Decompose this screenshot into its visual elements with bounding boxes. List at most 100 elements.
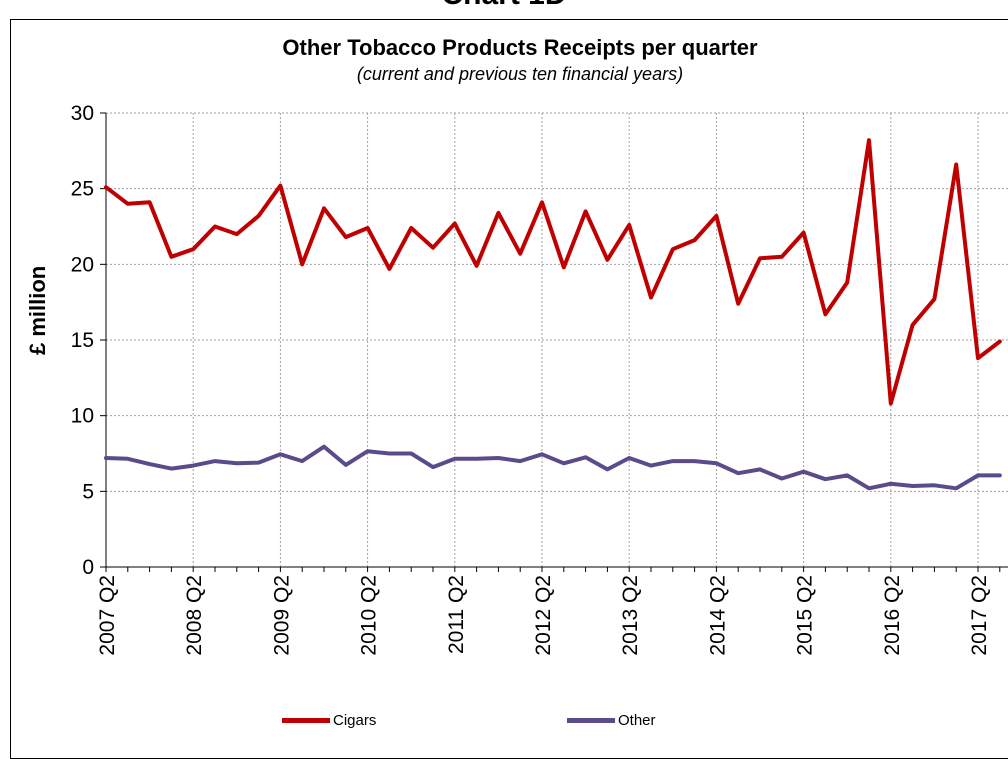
data-point-cigars bbox=[366, 226, 370, 230]
data-point-other bbox=[104, 456, 108, 460]
data-point-cigars bbox=[409, 226, 413, 230]
data-point-cigars bbox=[431, 246, 435, 250]
chart-subtitle: (current and previous ten financial year… bbox=[356, 64, 684, 84]
data-point-cigars bbox=[693, 238, 697, 242]
data-point-other bbox=[409, 452, 413, 455]
x-tick-label: 2017 Q2 bbox=[968, 575, 991, 656]
y-tick-label: 5 bbox=[82, 480, 94, 503]
y-tick-label: 0 bbox=[82, 556, 94, 579]
data-point-other bbox=[605, 467, 609, 471]
data-point-cigars bbox=[714, 214, 718, 218]
x-tick-label: 2009 Q2 bbox=[270, 575, 293, 656]
legend-swatch bbox=[567, 718, 615, 723]
data-point-other bbox=[932, 483, 936, 487]
data-point-other bbox=[453, 457, 457, 461]
series-line-other bbox=[104, 444, 1002, 491]
line-chart: 0 5 10 15 20 25 30 2007 Q2 2008 Q2 2009 Q2 2010 Q2… bbox=[71, 102, 1008, 656]
data-point-other bbox=[802, 470, 806, 474]
data-point-cigars bbox=[453, 221, 457, 225]
data-point-other bbox=[714, 461, 718, 465]
data-point-cigars bbox=[169, 255, 173, 259]
x-tick-label: 2007 Q2 bbox=[96, 575, 119, 656]
y-tick-label: 15 bbox=[71, 329, 94, 352]
data-point-other bbox=[954, 486, 958, 490]
data-point-cigars bbox=[802, 231, 806, 235]
data-point-other bbox=[780, 476, 784, 480]
data-point-other bbox=[257, 461, 261, 465]
data-point-other bbox=[671, 459, 675, 463]
data-point-other bbox=[475, 457, 479, 461]
x-tick-label: 2012 Q2 bbox=[532, 575, 555, 656]
data-point-other bbox=[845, 473, 849, 477]
chart-frame bbox=[10, 19, 1008, 759]
x-tick-label: 2013 Q2 bbox=[619, 575, 642, 656]
data-point-other bbox=[191, 464, 195, 468]
data-point-cigars bbox=[736, 302, 740, 306]
data-point-cigars bbox=[344, 235, 348, 239]
data-point-cigars bbox=[562, 265, 566, 269]
data-point-cigars bbox=[627, 223, 631, 227]
data-point-other bbox=[213, 459, 217, 463]
data-point-cigars bbox=[235, 232, 239, 236]
data-point-cigars bbox=[605, 258, 609, 262]
data-point-other bbox=[823, 477, 827, 481]
data-point-other bbox=[736, 471, 740, 475]
legend: Cigars Other bbox=[0, 712, 1008, 736]
data-point-cigars bbox=[954, 162, 958, 166]
data-point-cigars bbox=[671, 247, 675, 251]
data-point-other bbox=[496, 456, 500, 460]
data-point-cigars bbox=[278, 184, 282, 188]
data-point-cigars bbox=[475, 264, 479, 268]
data-point-cigars bbox=[932, 297, 936, 301]
data-point-cigars bbox=[540, 200, 544, 204]
x-tick-label: 2016 Q2 bbox=[881, 575, 904, 656]
data-point-cigars bbox=[758, 256, 762, 260]
data-point-cigars bbox=[976, 356, 980, 360]
legend-label: Other bbox=[618, 712, 656, 729]
data-point-other bbox=[366, 449, 370, 453]
data-point-other bbox=[976, 473, 980, 477]
data-point-cigars bbox=[387, 267, 391, 271]
data-point-cigars bbox=[584, 209, 588, 213]
data-point-other bbox=[322, 445, 326, 449]
data-point-other bbox=[387, 452, 391, 455]
legend-swatch bbox=[282, 718, 330, 723]
data-point-other bbox=[126, 457, 130, 461]
data-point-other bbox=[278, 452, 282, 456]
y-tick-label: 30 bbox=[71, 102, 94, 125]
data-point-other bbox=[911, 484, 915, 488]
x-tick-label: 2010 Q2 bbox=[358, 575, 381, 656]
data-point-cigars bbox=[126, 202, 130, 206]
x-tick-label: 2015 Q2 bbox=[794, 575, 817, 656]
data-point-cigars bbox=[823, 312, 827, 316]
data-point-other bbox=[562, 461, 566, 465]
data-point-other bbox=[540, 452, 544, 456]
x-tick-label: 2008 Q2 bbox=[183, 575, 206, 656]
data-point-cigars bbox=[518, 252, 522, 256]
data-point-other bbox=[344, 463, 348, 467]
chart-title: Other Tobacco Products Receipts per quar… bbox=[282, 35, 758, 60]
data-point-other bbox=[169, 467, 173, 471]
data-point-cigars bbox=[649, 296, 653, 300]
data-point-cigars bbox=[780, 255, 784, 259]
data-point-cigars bbox=[257, 214, 261, 218]
series-line-cigars bbox=[104, 138, 1002, 406]
data-point-other bbox=[889, 482, 893, 486]
data-point-cigars bbox=[213, 225, 217, 228]
legend-label: Cigars bbox=[333, 712, 377, 729]
data-point-cigars bbox=[496, 211, 500, 215]
data-point-cigars bbox=[191, 247, 195, 251]
data-point-other bbox=[300, 459, 304, 463]
data-point-other bbox=[758, 467, 762, 471]
legend-item-other: Other bbox=[567, 712, 656, 729]
y-tick-label: 25 bbox=[71, 178, 94, 201]
x-tick-label: 2011 Q2 bbox=[445, 575, 468, 654]
data-point-other bbox=[431, 465, 435, 469]
data-point-other bbox=[627, 456, 631, 460]
data-point-cigars bbox=[104, 185, 108, 189]
data-point-other bbox=[235, 461, 239, 465]
data-point-other bbox=[998, 473, 1002, 477]
data-point-other bbox=[867, 486, 871, 490]
data-point-other bbox=[693, 459, 697, 463]
data-point-cigars bbox=[148, 200, 152, 204]
